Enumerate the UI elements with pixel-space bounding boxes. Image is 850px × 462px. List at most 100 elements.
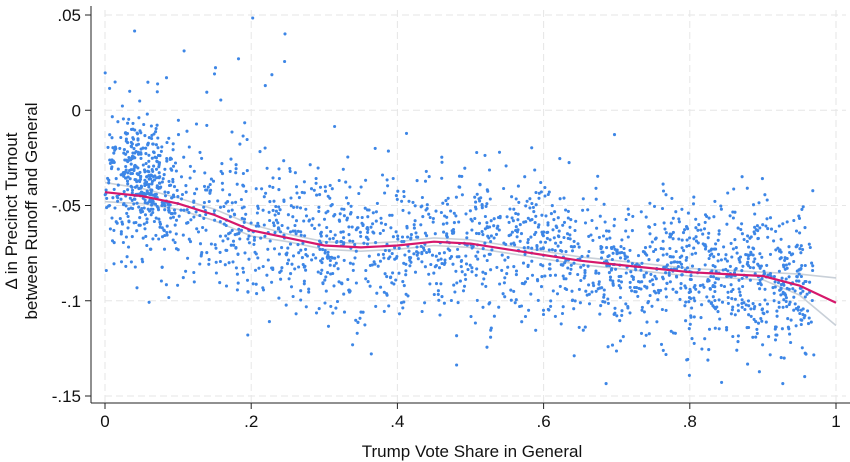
data-point: [668, 246, 672, 251]
data-point: [324, 240, 328, 244]
data-point: [678, 297, 682, 301]
data-point: [452, 230, 456, 234]
data-point: [131, 121, 135, 125]
data-point: [614, 267, 618, 271]
data-point: [157, 163, 161, 167]
data-point: [445, 235, 449, 239]
data-point: [806, 309, 810, 313]
data-point: [724, 253, 728, 257]
data-point: [409, 233, 413, 237]
data-point: [579, 265, 583, 269]
data-point: [144, 152, 148, 156]
data-point: [179, 197, 184, 201]
data-point: [256, 221, 260, 225]
data-point: [748, 278, 752, 282]
data-point: [268, 218, 272, 223]
data-point: [764, 224, 768, 228]
data-point: [800, 207, 804, 211]
data-point: [736, 340, 740, 344]
data-point: [279, 277, 283, 281]
data-point: [133, 29, 137, 33]
data-point: [610, 257, 614, 262]
data-point: [553, 210, 557, 214]
data-point: [789, 253, 793, 257]
data-point: [611, 279, 615, 283]
data-point: [154, 156, 159, 160]
data-point: [440, 176, 444, 180]
data-point: [366, 230, 370, 234]
data-point: [148, 192, 152, 196]
data-point: [756, 236, 760, 240]
data-point: [158, 181, 162, 185]
data-point: [506, 265, 510, 269]
data-point: [114, 177, 118, 181]
data-point: [339, 240, 343, 244]
data-point: [163, 190, 167, 194]
data-point: [361, 310, 365, 314]
data-point: [562, 235, 566, 240]
data-point: [551, 228, 555, 232]
data-point: [160, 200, 164, 205]
data-point: [623, 257, 627, 261]
data-point: [474, 231, 479, 235]
data-point: [773, 280, 777, 284]
data-point: [740, 269, 744, 273]
data-point: [383, 191, 387, 195]
data-point: [570, 289, 574, 293]
data-point: [107, 181, 111, 185]
data-point: [192, 169, 196, 173]
data-point: [460, 270, 464, 274]
data-point: [267, 320, 271, 324]
data-point: [537, 196, 541, 200]
data-point: [536, 279, 540, 283]
data-point: [432, 271, 436, 275]
data-point: [624, 229, 628, 233]
data-point: [556, 244, 560, 248]
data-point: [702, 285, 706, 289]
data-point: [640, 308, 644, 312]
data-point: [699, 228, 703, 232]
data-point: [481, 305, 485, 309]
data-point: [674, 249, 678, 254]
data-point: [610, 343, 615, 347]
data-point: [122, 190, 126, 194]
data-point: [288, 230, 293, 234]
data-point: [671, 216, 675, 220]
data-point: [464, 254, 468, 258]
data-point: [182, 208, 186, 212]
data-point: [142, 206, 146, 210]
data-point: [209, 242, 213, 246]
data-point: [135, 229, 139, 233]
data-point: [518, 239, 522, 243]
data-point: [484, 272, 488, 276]
data-point: [149, 213, 153, 217]
data-point: [512, 289, 516, 293]
data-point: [394, 256, 398, 260]
data-point: [143, 134, 147, 138]
data-point: [165, 230, 169, 235]
data-point: [636, 254, 641, 258]
data-point: [277, 252, 281, 256]
data-point: [569, 244, 573, 249]
data-point: [368, 284, 372, 288]
data-point: [198, 262, 202, 266]
data-point: [716, 238, 720, 242]
data-point: [255, 211, 259, 215]
data-point: [287, 258, 291, 262]
data-point: [356, 320, 360, 324]
data-point: [301, 241, 305, 245]
data-point: [620, 238, 624, 242]
x-tick-label: .6: [537, 412, 551, 431]
data-point: [796, 305, 801, 309]
data-point: [734, 267, 738, 271]
data-point: [167, 136, 171, 140]
data-point: [671, 230, 675, 234]
data-point: [628, 248, 632, 252]
data-point: [539, 240, 543, 244]
data-point: [397, 271, 401, 275]
data-point: [126, 226, 130, 230]
data-point: [434, 282, 439, 286]
data-point: [690, 337, 694, 341]
data-point: [336, 267, 340, 271]
data-point: [503, 276, 507, 280]
